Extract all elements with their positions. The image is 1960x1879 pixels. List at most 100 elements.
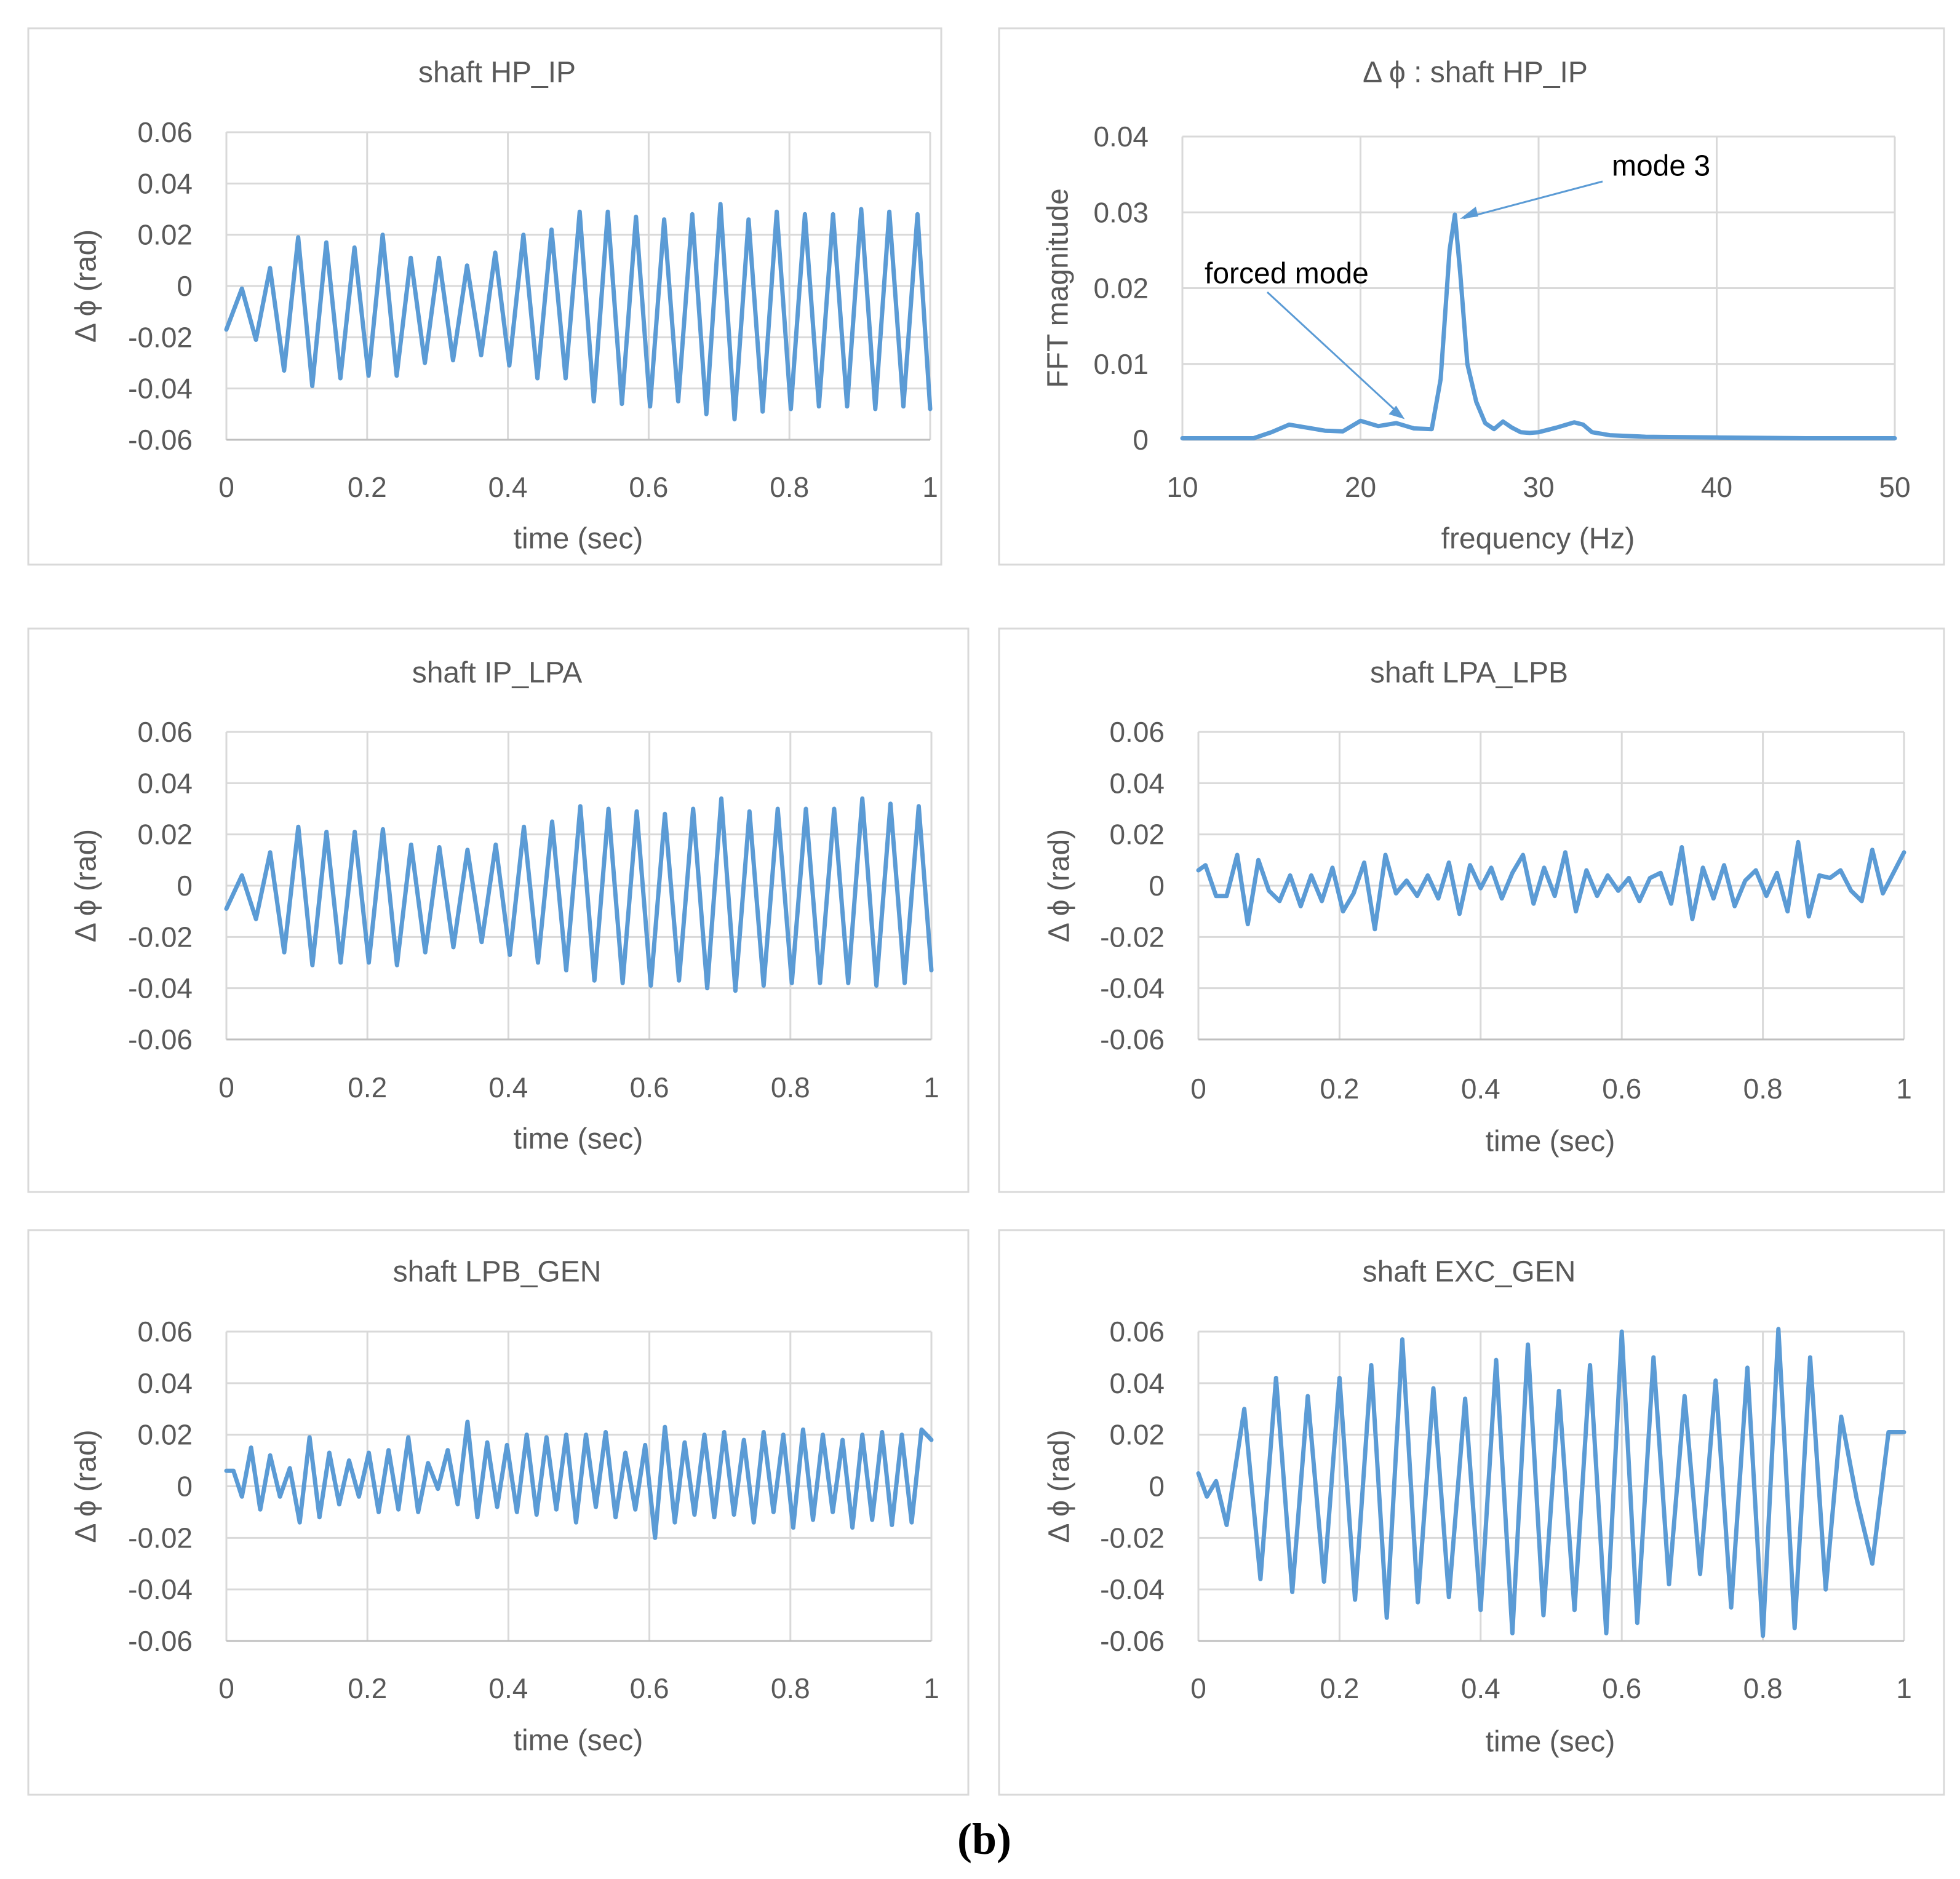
y-tick-label: 0.04: [137, 767, 193, 799]
chart-title: shaft IP_LPA: [412, 657, 583, 689]
x-tick-label: 20: [1345, 471, 1376, 503]
y-tick-label: -0.04: [1100, 1573, 1165, 1605]
y-axis-label: Δ ϕ (rad): [70, 829, 103, 942]
y-tick-label: 0.02: [1109, 1419, 1165, 1451]
y-tick-label: 0.04: [137, 1367, 193, 1399]
data-point: [1343, 911, 1344, 912]
data-point: [1290, 875, 1291, 876]
data-point: [495, 252, 496, 253]
data-point: [847, 406, 848, 407]
x-tick-label: 40: [1701, 471, 1732, 503]
y-tick-label: 0.01: [1093, 348, 1149, 380]
data-point: [566, 970, 567, 971]
x-tick-label: 0.4: [1461, 1672, 1500, 1704]
chart-title: Δ ϕ : shaft HP_IP: [1363, 57, 1588, 89]
x-tick-label: 1: [922, 471, 938, 503]
data-point: [439, 847, 440, 848]
x-tick-label: 0.8: [770, 471, 809, 503]
chart-panel-hp_ip_fft: 10 20 30 40 50 0.04 0.03 0.02 0.01 0 Δ ϕ : shaft H…: [998, 27, 1945, 566]
data-point: [1713, 898, 1714, 899]
data-point: [1583, 424, 1584, 425]
x-tick-label: 0.6: [629, 471, 668, 503]
data-point: [1606, 1633, 1607, 1634]
data-point: [674, 1522, 675, 1523]
data-point: [721, 798, 722, 799]
data-point: [1529, 432, 1530, 433]
data-point: [467, 265, 468, 266]
y-tick-label: 0.02: [1109, 819, 1165, 851]
y-tick-label: -0.06: [1100, 1625, 1165, 1657]
annotation-arrow-mode-3: [1463, 180, 1603, 220]
data-point: [1512, 1633, 1513, 1634]
data-point: [684, 1442, 685, 1443]
data-point: [226, 329, 227, 330]
x-tick-label: 0.4: [488, 1071, 528, 1103]
data-point: [1342, 431, 1343, 432]
data-point: [1385, 855, 1386, 856]
data-point: [748, 219, 749, 220]
y-tick-label: 0.06: [1109, 1316, 1165, 1348]
data-point: [1433, 1388, 1434, 1389]
annotation-forced-mode: forced mode: [1205, 258, 1369, 290]
figure-caption: (b): [957, 1814, 1011, 1864]
data-point: [467, 1421, 468, 1422]
data-point: [1438, 898, 1439, 899]
data-point: [706, 414, 707, 415]
data-point: [467, 849, 468, 850]
y-tick-label: 0: [1149, 1471, 1165, 1503]
x-tick-label: 1: [923, 1071, 939, 1103]
data-point: [1253, 438, 1254, 439]
data-point: [1217, 438, 1218, 439]
y-tick-label: -0.04: [1100, 972, 1165, 1004]
y-tick-label: -0.02: [128, 1522, 193, 1554]
y-tick-label: 0: [177, 270, 193, 302]
x-tick-label: 0: [1190, 1672, 1206, 1704]
arrowhead-icon: [1459, 206, 1478, 219]
data-point: [396, 375, 397, 376]
x-tick-label: 0.2: [348, 1672, 387, 1704]
chart-panel-hp_ip_time: 0 0.2 0.4 0.6 0.8 1 0.06 0.04 0.02 0 -0.02 -0.04 -0.…: [27, 27, 942, 566]
x-axis-label: time (sec): [514, 523, 643, 555]
data-point: [1734, 906, 1735, 907]
y-tick-label: -0.02: [128, 921, 193, 953]
data-point: [694, 1514, 695, 1515]
data-point: [256, 919, 257, 920]
data-series-line: [224, 202, 933, 422]
data-point: [1417, 1602, 1418, 1603]
y-tick-label: 0.06: [137, 716, 193, 748]
x-axis-label: time (sec): [514, 1123, 643, 1156]
y-tick-label: 0.04: [1109, 767, 1165, 799]
data-point: [354, 247, 355, 248]
data-point: [650, 985, 651, 986]
data-point: [678, 401, 679, 402]
x-tick-label: 0: [218, 471, 234, 503]
data-point: [1454, 214, 1455, 215]
data-point: [664, 1427, 665, 1428]
x-tick-label: 0.6: [630, 1071, 669, 1103]
y-tick-label: 0.04: [137, 167, 193, 199]
data-point: [1198, 1473, 1199, 1474]
data-point: [1427, 875, 1428, 876]
x-tick-label: 0.2: [348, 1071, 387, 1103]
data-point: [911, 1522, 912, 1523]
data-point: [931, 970, 932, 971]
x-axis-label: time (sec): [1486, 1726, 1615, 1758]
data-point: [763, 985, 764, 986]
data-point: [1840, 870, 1841, 871]
x-tick-label: 1: [1896, 1672, 1912, 1704]
data-point: [1467, 363, 1468, 364]
data-point: [497, 1507, 498, 1508]
data-point: [692, 214, 693, 215]
data-point: [425, 952, 426, 953]
y-tick-label: 0.06: [137, 1316, 193, 1348]
data-point: [437, 1488, 438, 1489]
x-tick-label: 0.2: [1320, 1073, 1359, 1105]
data-point: [1819, 875, 1820, 876]
data-point: [1353, 893, 1354, 894]
data-point: [901, 1434, 902, 1435]
data-point: [1459, 913, 1460, 914]
data-series-line: [1196, 840, 1906, 932]
arrowhead-icon: [1388, 405, 1405, 419]
data-point: [565, 378, 566, 379]
